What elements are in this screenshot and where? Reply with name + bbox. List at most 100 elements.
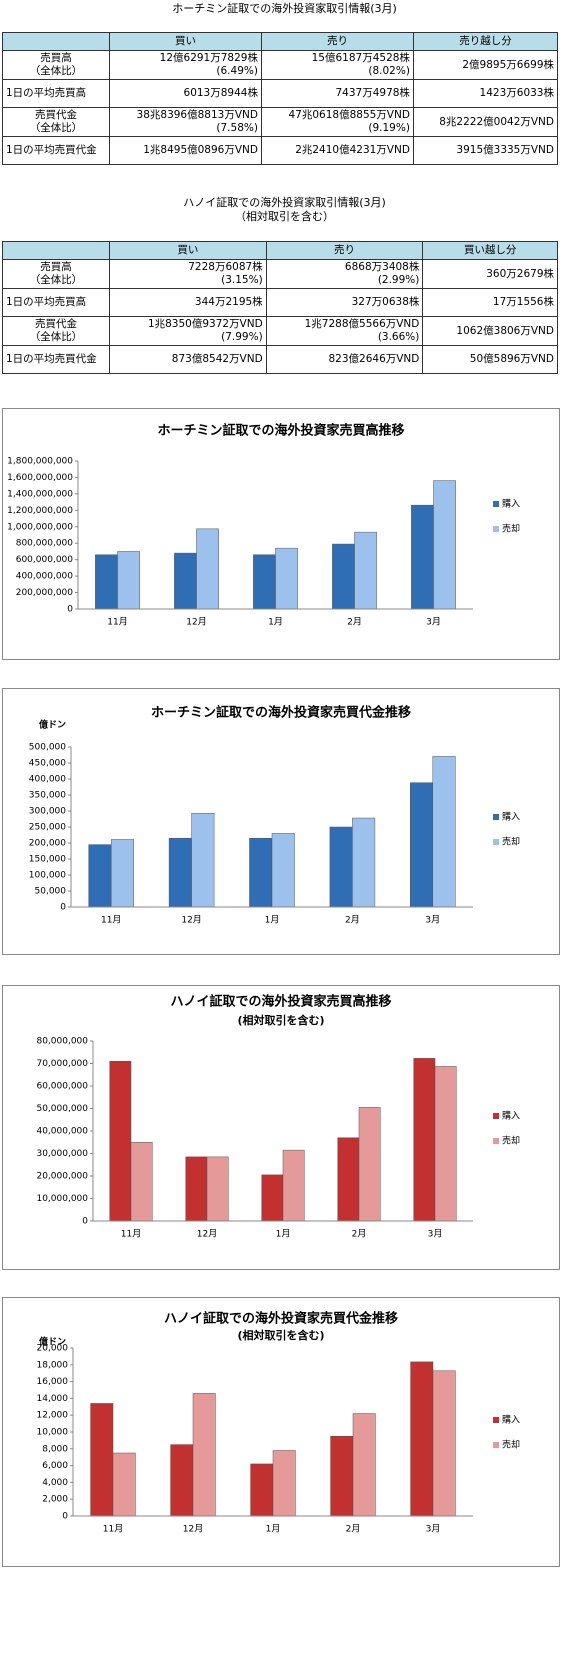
header-cell: 売り bbox=[260, 32, 414, 51]
cell-line: 3915億3335万VND bbox=[456, 144, 554, 156]
chart-box: ハノイ証取での海外投資家売買高推移 (相対取引を含む) 11月 12月 1月 2月 3月 0 1… bbox=[2, 985, 560, 1270]
title-line: ハノイ証取での海外投資家取引情報(3月) bbox=[183, 196, 386, 209]
value-cell: 344万2195株 bbox=[109, 288, 267, 317]
label-line: （全体比） bbox=[29, 331, 83, 343]
legend-label: 売却 bbox=[502, 836, 520, 848]
value-cell: 6013万8944株 bbox=[109, 79, 262, 108]
y-tick-label: 0 bbox=[60, 903, 66, 913]
bar bbox=[272, 1450, 296, 1517]
label-line: 売買代金 bbox=[35, 318, 77, 330]
y-tick-label: 14,000 bbox=[37, 1394, 69, 1404]
bar bbox=[250, 1463, 274, 1517]
value-cell: 360万2679株 bbox=[422, 259, 558, 289]
cell-line: (7.58%) bbox=[216, 122, 258, 134]
label-line: 売買高 bbox=[40, 261, 72, 273]
header-cell: 買い bbox=[109, 32, 262, 51]
y-tick-label: 1,400,000,000 bbox=[7, 489, 73, 499]
bar bbox=[112, 1452, 136, 1517]
x-tick-label: 1月 bbox=[265, 915, 280, 926]
bar bbox=[206, 1156, 229, 1222]
y-tick-label: 150,000 bbox=[29, 855, 66, 865]
x-tick-label: 1月 bbox=[276, 1229, 291, 1240]
bar bbox=[130, 1142, 153, 1222]
table-row: 売買代金 （全体比） 38兆8396億8813万VND (7.58%) 47兆0618億… bbox=[2, 107, 559, 137]
x-tick-label: 1月 bbox=[266, 1524, 281, 1535]
table-row: 1日の平均売買高 6013万8944株 7437万4978株 1423万6033株 bbox=[2, 79, 559, 108]
y-axis-label: 億ドン bbox=[39, 719, 66, 731]
row-label: 1日の平均売買高 bbox=[2, 288, 110, 317]
data-table: 買い 売り 売り越し分 売買高 （全体比） 12億6291万7829株 (6.49%) 15億… bbox=[2, 32, 559, 165]
value-cell: 3915億3335万VND bbox=[412, 136, 559, 165]
cell-line: 873億8542万VND bbox=[171, 353, 263, 365]
table-row: 1日の平均売買高 344万2195株 327万0638株 17万1556株 bbox=[2, 288, 558, 317]
label-line: 売買代金 bbox=[35, 109, 77, 121]
x-tick-label: 12月 bbox=[183, 1524, 203, 1535]
y-tick-label: 80,000,000 bbox=[36, 1037, 88, 1047]
value-cell: 1062億3806万VND bbox=[422, 316, 558, 346]
bar bbox=[191, 812, 215, 908]
row-label: 売買高 （全体比） bbox=[2, 259, 110, 289]
bar bbox=[352, 1413, 376, 1517]
bar bbox=[433, 480, 456, 610]
y-tick-label: 0 bbox=[67, 605, 73, 615]
cell-line: 7228万6087株 bbox=[188, 261, 263, 273]
y-tick-label: 200,000 bbox=[29, 839, 66, 849]
x-tick-label: 3月 bbox=[426, 617, 441, 628]
value-cell: 38兆8396億8813万VND (7.58%) bbox=[109, 107, 262, 137]
value-cell: 823億2646万VND bbox=[265, 345, 424, 374]
subtitle-line: （相対取引を含む） bbox=[235, 210, 334, 223]
header-row: 買い 売り 売り越し分 bbox=[2, 32, 559, 51]
value-cell: 2億9895万6699株 bbox=[412, 50, 559, 80]
cell-line: (3.66%) bbox=[377, 331, 420, 343]
y-tick-label: 1,000,000,000 bbox=[7, 522, 73, 532]
bar bbox=[410, 782, 434, 908]
cell-line: (9.19%) bbox=[368, 122, 410, 134]
cell-line: (2.99%) bbox=[377, 274, 420, 286]
cell-line: 7437万4978株 bbox=[335, 87, 410, 99]
table-row: 売買高 （全体比） 12億6291万7829株 (6.49%) 15億6187万4528… bbox=[2, 50, 559, 80]
row-label: 売買代金 （全体比） bbox=[2, 316, 110, 346]
x-tick-label: 12月 bbox=[181, 915, 201, 926]
bar bbox=[275, 547, 298, 610]
cell-line: 1062億3806万VND bbox=[456, 324, 554, 337]
y-tick-label: 50,000,000 bbox=[36, 1104, 88, 1114]
x-tick-label: 2月 bbox=[347, 617, 362, 628]
cell-line: (6.49%) bbox=[216, 65, 258, 77]
value-cell: 8兆2222億0042万VND bbox=[412, 107, 559, 137]
label-line: 1日の平均売買代金 bbox=[6, 353, 97, 365]
x-tick-label: 3月 bbox=[425, 915, 440, 926]
cell-line: 47兆0618億8855万VND bbox=[288, 109, 410, 121]
bar bbox=[432, 1370, 456, 1517]
label-line: 1日の平均売買高 bbox=[6, 296, 87, 308]
header-cell: 買い bbox=[109, 241, 267, 260]
bar bbox=[249, 837, 273, 908]
cell-line: 344万2195株 bbox=[194, 296, 263, 308]
cell-line: 50億5896万VND bbox=[469, 353, 554, 365]
y-tick-label: 300,000 bbox=[29, 807, 66, 817]
value-cell: 7228万6087株 (3.15%) bbox=[109, 259, 267, 289]
bar bbox=[413, 1058, 436, 1222]
chart-title: ホーチミン証取での海外投資家売買代金推移 bbox=[151, 705, 411, 721]
value-cell: 873億8542万VND bbox=[109, 345, 267, 374]
y-tick-label: 1,200,000,000 bbox=[7, 506, 73, 516]
chart-box: ホーチミン証取での海外投資家売買代金推移 億ドン 11月 12月 1月 2月 3月 0 50,0… bbox=[2, 688, 560, 955]
cell-line: 2兆2410億4231万VND bbox=[295, 144, 410, 156]
y-tick-label: 40,000,000 bbox=[36, 1127, 88, 1137]
value-cell: 1423万6033株 bbox=[412, 79, 559, 108]
legend-swatch bbox=[493, 1417, 499, 1423]
header-cell: 買い越し分 bbox=[422, 241, 558, 260]
label-line: 売買高 bbox=[40, 52, 72, 64]
y-tick-label: 20,000 bbox=[37, 1344, 69, 1354]
legend-label: 購入 bbox=[502, 1414, 520, 1426]
y-tick-label: 400,000 bbox=[29, 775, 66, 785]
bar bbox=[330, 1435, 354, 1517]
bar bbox=[411, 504, 434, 610]
y-tick-label: 400,000,000 bbox=[16, 572, 74, 582]
legend-swatch bbox=[493, 1138, 499, 1144]
bar bbox=[117, 551, 140, 610]
chart-subtitle: (相対取引を含む) bbox=[237, 1328, 324, 1342]
x-tick-label: 12月 bbox=[186, 617, 206, 628]
cell-line: (7.99%) bbox=[221, 331, 263, 343]
cell-line: 8兆2222億0042万VND bbox=[439, 115, 554, 128]
